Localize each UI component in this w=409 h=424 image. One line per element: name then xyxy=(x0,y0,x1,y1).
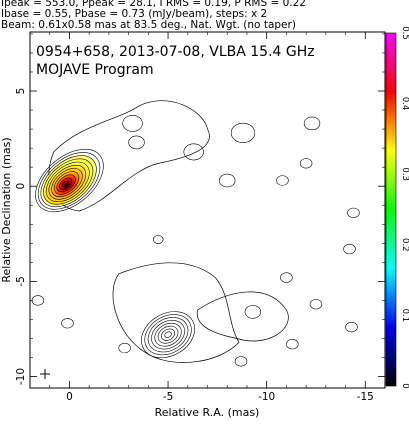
colorbar-bar xyxy=(385,32,397,387)
y-tick-label: 0 xyxy=(15,183,27,190)
axis-layer: 0 -5 -10 -15 5 0 -5 -10 xyxy=(15,32,385,403)
y-tick-label: -10 xyxy=(15,368,27,385)
beam-marker xyxy=(40,369,50,379)
colorbar: 0.5 0.4 0.3 0.2 0.1 0 xyxy=(385,26,409,389)
core-contour xyxy=(51,168,83,198)
contour-island xyxy=(244,305,262,319)
core-contour xyxy=(35,148,104,213)
x-tick-label: 0 xyxy=(66,391,73,403)
data-layer xyxy=(31,100,360,367)
jet-envelope-contour xyxy=(112,262,240,363)
core-contour xyxy=(45,161,90,203)
colorbar-tick-label: 0.2 xyxy=(400,238,409,252)
core-contour xyxy=(37,152,101,210)
header-line-3: Beam: 0.61x0.58 mas at 83.5 deg., Nat. W… xyxy=(1,19,296,31)
chart-subtitle: MOJAVE Program xyxy=(36,62,154,78)
chart-title: 0954+658, 2013-07-08, VLBA 15.4 GHz xyxy=(36,44,315,60)
contour-island xyxy=(347,207,360,219)
core-contour xyxy=(56,174,76,193)
plot-frame xyxy=(29,31,386,389)
x-tick-label: -15 xyxy=(357,391,374,403)
contour-island xyxy=(219,173,236,188)
contour-island xyxy=(280,272,293,283)
contour-island xyxy=(122,114,143,132)
southern-contour xyxy=(147,317,189,353)
contour-island xyxy=(299,158,313,169)
core-contour xyxy=(53,171,80,195)
jet-envelope-contour xyxy=(197,291,289,342)
contour-island xyxy=(152,235,164,244)
contour-island xyxy=(128,135,145,150)
contour-island xyxy=(31,295,45,306)
contour-island xyxy=(345,321,358,333)
colorbar-tick-label: 0.1 xyxy=(400,309,409,323)
x-axis-label: Relative R.A. (mas) xyxy=(155,406,260,419)
header-line-2: Ibase = 0.55, Pbase = 0.73 (mJy/beam), s… xyxy=(1,8,268,20)
contour-island xyxy=(234,356,248,367)
southern-contour xyxy=(151,319,185,350)
contour-island xyxy=(303,116,321,131)
contour-island xyxy=(276,175,289,186)
contour-island xyxy=(286,339,299,350)
colorbar-tick-label: 0.5 xyxy=(400,26,409,40)
southern-contour xyxy=(144,314,192,356)
y-tick-label: -5 xyxy=(15,276,27,286)
core-contour xyxy=(48,164,87,200)
southern-component xyxy=(141,311,195,359)
colorbar-tick-label: 0.4 xyxy=(400,97,409,111)
x-tick-label: -10 xyxy=(258,391,275,403)
core-heat xyxy=(42,155,97,206)
core-component xyxy=(35,148,104,213)
core-contour xyxy=(43,158,94,205)
contour-island xyxy=(61,318,74,329)
colorbar-tick-label: 0.3 xyxy=(400,167,409,181)
southern-contour xyxy=(141,311,195,359)
core-contour xyxy=(40,155,97,208)
contour-island xyxy=(230,122,256,143)
southern-contour xyxy=(154,322,182,347)
header-line-1: Ipeak = 553.0, Ppeak = 28.1, I RMS = 0.1… xyxy=(1,0,306,9)
core-contour xyxy=(59,177,73,190)
contour-island xyxy=(118,342,131,354)
y-axis-label: Relative Declination (mas) xyxy=(0,137,13,282)
core-contour xyxy=(61,180,69,188)
jet-envelope-contour xyxy=(48,100,210,212)
x-tick-label: -5 xyxy=(163,391,173,403)
colorbar-tick-label: 0 xyxy=(400,383,409,388)
southern-contour xyxy=(161,328,176,341)
contour-island xyxy=(343,243,356,255)
southern-contour xyxy=(157,325,179,344)
contour-island xyxy=(309,299,323,310)
contour-island xyxy=(183,143,204,161)
southern-contour xyxy=(164,331,172,338)
y-tick-label: 5 xyxy=(15,88,27,95)
